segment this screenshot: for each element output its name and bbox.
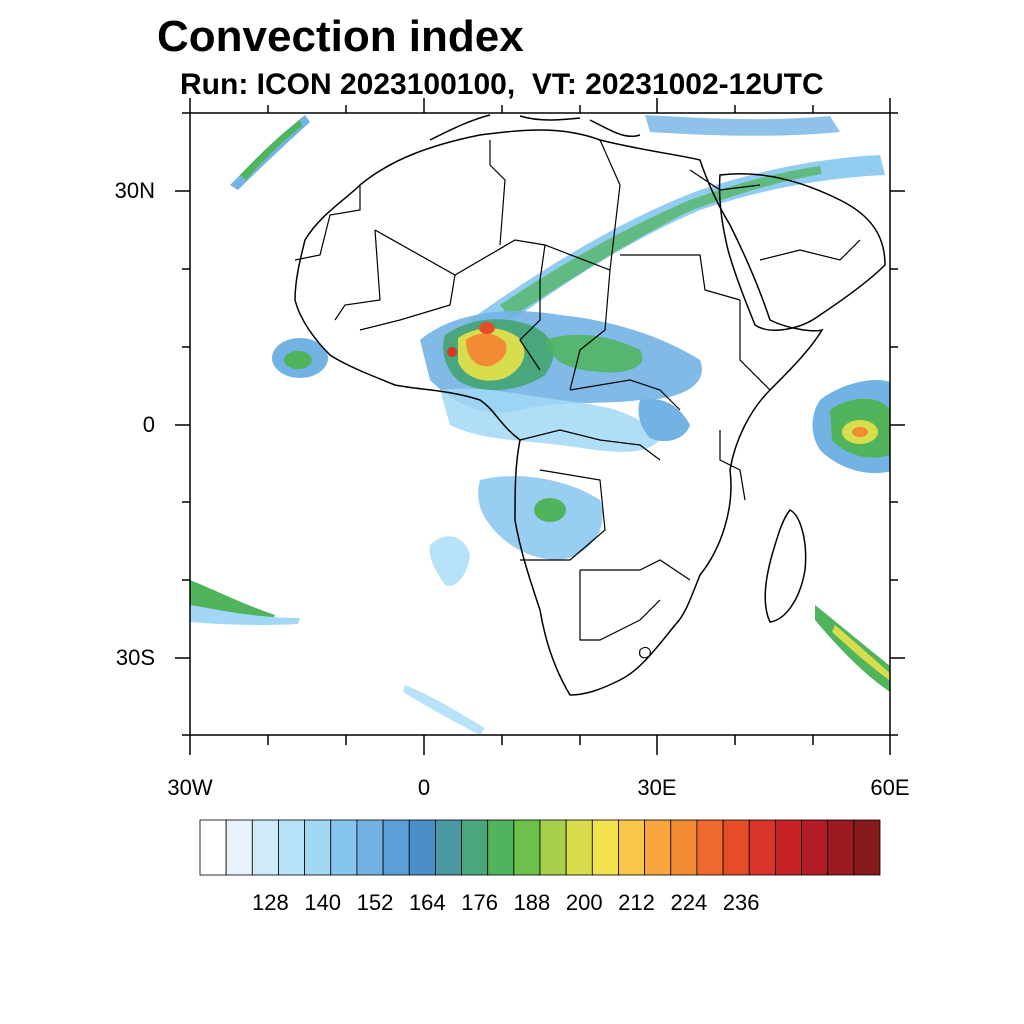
colorbar-swatch <box>670 819 698 876</box>
convection-atlantic-n-core <box>240 120 302 180</box>
colorbar-swatch <box>356 819 384 876</box>
colorbar-swatch <box>853 819 881 876</box>
lon-label-0: 0 <box>417 775 431 800</box>
lat-label-30n: 30N <box>114 178 155 203</box>
convection-lake-victoria <box>638 398 690 442</box>
colorbar-label: 140 <box>304 890 342 915</box>
colorbar-label: 212 <box>618 890 655 915</box>
colorbar-label: 128 <box>252 890 289 915</box>
colorbar-swatch <box>330 819 358 876</box>
colorbar-swatch <box>199 819 227 876</box>
map-frame <box>189 112 891 736</box>
colorbar-swatch <box>304 819 332 876</box>
colorbar-swatch <box>513 819 541 876</box>
convection-central <box>440 388 660 452</box>
colorbar-swatch <box>565 819 593 876</box>
convection-field <box>190 115 890 735</box>
colorbar-swatch <box>461 819 489 876</box>
colorbar-swatch <box>801 819 829 876</box>
convection-sahel-red-1 <box>479 322 495 334</box>
convection-south-core <box>534 498 566 522</box>
colorbar-swatch <box>487 819 515 876</box>
colorbar-swatch <box>591 819 619 876</box>
convection-se-band-core <box>832 625 890 681</box>
colorbar-swatch <box>225 819 253 876</box>
colorbar-swatch <box>696 819 724 876</box>
colorbar-swatch <box>539 819 567 876</box>
colorbar-label: 164 <box>408 890 446 915</box>
colorbar-swatch <box>434 819 462 876</box>
lat-label-30s: 30S <box>115 645 155 670</box>
chart-title: Convection index <box>157 12 524 61</box>
axis-ticks <box>175 98 905 755</box>
colorbar-swatch <box>408 819 436 876</box>
colorbar <box>199 819 881 876</box>
colorbar-swatch <box>748 819 776 876</box>
convection-west-coast-core <box>284 351 312 369</box>
arabia-outline <box>718 172 886 331</box>
colorbar-swatch <box>644 819 672 876</box>
colorbar-label: 236 <box>722 890 760 915</box>
convection-atlantic-south <box>429 536 470 586</box>
convection-far-south <box>403 685 485 735</box>
lon-label-60e: 60E <box>870 775 910 800</box>
colorbar-swatch <box>827 819 855 876</box>
colorbar-label: 200 <box>565 890 603 915</box>
colorbar-swatch <box>278 819 306 876</box>
colorbar-swatch <box>618 819 646 876</box>
colorbar-label: 224 <box>670 890 708 915</box>
colorbar-label: 152 <box>356 890 394 915</box>
colorbar-swatch <box>774 819 802 876</box>
colorbar-swatch <box>251 819 279 876</box>
convection-sahel-orange <box>466 333 507 367</box>
lon-label-30e: 30E <box>637 775 677 800</box>
convection-indian-ocean-hotter <box>852 427 868 437</box>
lat-label-0: 0 <box>142 412 155 437</box>
chart-subtitle: Run: ICON 2023100100, VT: 20231002-12UTC <box>180 68 824 101</box>
europe-outline <box>429 114 641 141</box>
lon-label-30w: 30W <box>167 775 213 800</box>
madagascar-outline <box>764 509 807 623</box>
convection-sw-band-blue <box>190 605 300 626</box>
convection-sahel-red-2 <box>447 347 457 357</box>
colorbar-label: 188 <box>513 890 551 915</box>
convection-band-north-core <box>500 166 822 318</box>
convection-top-strip <box>645 115 840 136</box>
coastlines <box>294 114 886 696</box>
convection-east-green <box>545 334 643 373</box>
borders <box>294 139 861 659</box>
africa-outline <box>294 129 824 696</box>
convection-sw-band <box>190 580 275 625</box>
colorbar-swatch <box>382 819 410 876</box>
colorbar-label: 176 <box>461 890 498 915</box>
colorbar-swatch <box>722 819 750 876</box>
